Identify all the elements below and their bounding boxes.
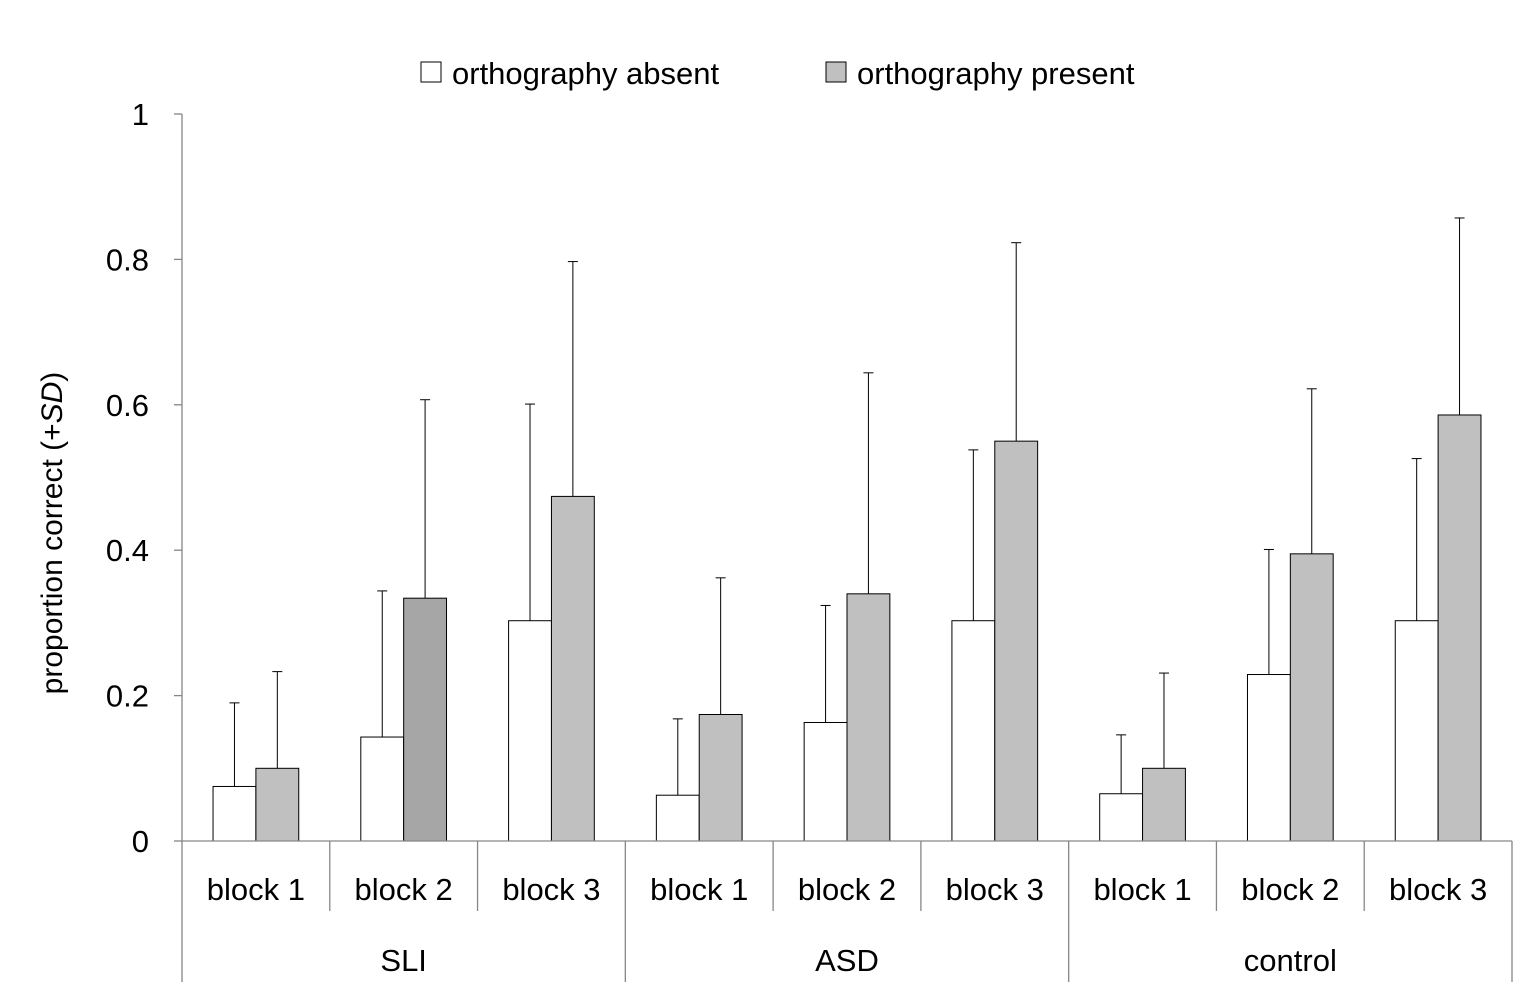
x-axis: block 1 block 2 block 3 SLI block 1 block 2 bl… [181,840,1513,982]
legend: orthography absent orthography present [420,56,1135,91]
y-axis-label-italic: SD [36,382,69,424]
bar [803,721,848,842]
bar [698,714,743,842]
legend-label-orthography-present: orthography present [857,56,1135,91]
group-label: ASD [815,943,879,978]
bar [1246,674,1291,842]
x-tick-label: block 1 [650,872,748,907]
y-tick-label: 0.8 [106,242,149,277]
x-tick-label: block 1 [207,872,305,907]
y-axis-label-suffix: ) [36,372,69,382]
error-bars [229,217,1465,796]
x-tick-label: block 1 [1093,872,1191,907]
bar [1099,793,1144,842]
bar [846,593,891,842]
bar [994,440,1039,842]
bar [1142,767,1186,842]
legend-swatch-orthography-present [825,61,847,83]
x-tick-label: block 3 [502,872,600,907]
y-tick-label: 0.4 [106,533,149,568]
bar [655,794,700,842]
legend-label-orthography-absent: orthography absent [452,56,720,91]
bars [212,414,1482,842]
x-tick-label: block 2 [1241,872,1339,907]
bar [1289,553,1334,842]
bar [550,495,595,842]
y-tick-label: 0.6 [106,388,149,423]
y-tick-label: 1 [132,97,149,132]
bar [508,620,552,842]
bar [212,785,257,842]
x-tick-label: block 2 [798,872,896,907]
bar [403,597,448,842]
legend-swatch-orthography-absent [420,61,442,83]
y-tick-label: 0 [132,824,149,859]
bar [1394,620,1439,842]
y-axis-label-prefix: proportion correct (+ [36,423,69,694]
x-tick-label: block 2 [355,872,453,907]
bar [1437,414,1482,842]
y-axis: 0 0.2 0.4 0.6 0.8 1 [106,97,183,859]
y-axis-label: proportion correct (+SD) [36,372,69,695]
bar [255,767,300,842]
bar [360,736,405,842]
group-label: control [1244,943,1337,978]
x-tick-label: block 3 [1389,872,1487,907]
bar [951,620,996,842]
group-label: SLI [380,943,427,978]
y-tick-label: 0.2 [106,679,149,714]
x-tick-label: block 3 [946,872,1044,907]
